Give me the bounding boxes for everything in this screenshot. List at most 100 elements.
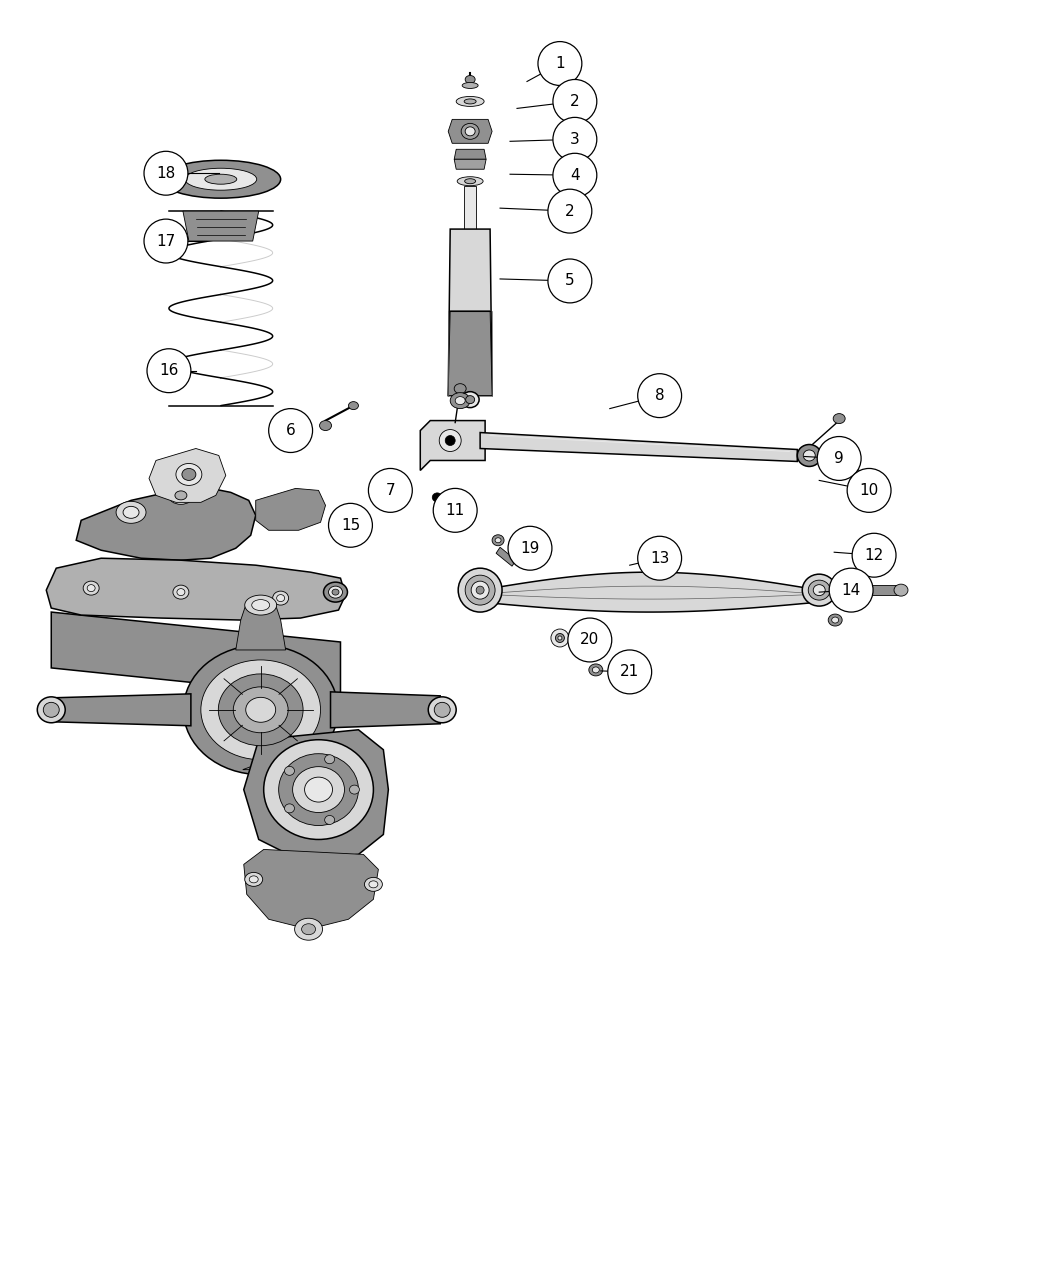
Ellipse shape bbox=[558, 636, 562, 640]
Ellipse shape bbox=[592, 667, 600, 673]
Ellipse shape bbox=[378, 474, 386, 482]
Ellipse shape bbox=[123, 506, 139, 519]
Text: 19: 19 bbox=[521, 541, 540, 556]
Ellipse shape bbox=[450, 393, 470, 408]
Ellipse shape bbox=[439, 430, 461, 451]
Ellipse shape bbox=[252, 599, 270, 611]
Ellipse shape bbox=[264, 740, 374, 839]
Circle shape bbox=[608, 650, 652, 694]
Ellipse shape bbox=[245, 595, 276, 615]
Text: 14: 14 bbox=[841, 583, 861, 598]
Ellipse shape bbox=[117, 501, 146, 523]
Polygon shape bbox=[51, 612, 340, 697]
Circle shape bbox=[147, 349, 191, 393]
Ellipse shape bbox=[551, 629, 569, 646]
Ellipse shape bbox=[185, 168, 256, 190]
Ellipse shape bbox=[324, 755, 335, 764]
Text: 16: 16 bbox=[160, 363, 178, 379]
Ellipse shape bbox=[218, 674, 303, 746]
Text: 2: 2 bbox=[570, 94, 580, 108]
Ellipse shape bbox=[461, 391, 479, 408]
Ellipse shape bbox=[465, 395, 475, 404]
Text: 20: 20 bbox=[581, 632, 600, 648]
Ellipse shape bbox=[464, 99, 476, 105]
Ellipse shape bbox=[245, 872, 262, 886]
Polygon shape bbox=[244, 729, 388, 859]
Circle shape bbox=[853, 533, 896, 578]
Ellipse shape bbox=[285, 766, 294, 775]
Text: 12: 12 bbox=[864, 548, 884, 562]
Polygon shape bbox=[256, 488, 326, 530]
Ellipse shape bbox=[465, 75, 476, 83]
Circle shape bbox=[269, 408, 313, 453]
Circle shape bbox=[830, 569, 874, 612]
Ellipse shape bbox=[278, 754, 358, 825]
Ellipse shape bbox=[456, 397, 465, 404]
Polygon shape bbox=[448, 230, 492, 395]
Ellipse shape bbox=[273, 592, 289, 606]
Polygon shape bbox=[832, 459, 879, 486]
Ellipse shape bbox=[455, 384, 466, 394]
Ellipse shape bbox=[168, 486, 193, 505]
Polygon shape bbox=[244, 849, 378, 929]
Polygon shape bbox=[46, 558, 345, 620]
Ellipse shape bbox=[332, 589, 339, 595]
Ellipse shape bbox=[201, 660, 320, 760]
Polygon shape bbox=[480, 432, 797, 462]
Circle shape bbox=[548, 259, 592, 303]
Polygon shape bbox=[849, 585, 901, 595]
Text: 1: 1 bbox=[555, 56, 565, 71]
Ellipse shape bbox=[364, 877, 382, 891]
Ellipse shape bbox=[329, 586, 342, 598]
Ellipse shape bbox=[555, 634, 565, 643]
Text: 7: 7 bbox=[385, 483, 395, 499]
Circle shape bbox=[637, 537, 681, 580]
Polygon shape bbox=[77, 488, 256, 560]
Ellipse shape bbox=[293, 766, 344, 812]
Ellipse shape bbox=[894, 584, 908, 597]
Ellipse shape bbox=[184, 645, 338, 775]
Ellipse shape bbox=[83, 581, 99, 595]
Ellipse shape bbox=[323, 583, 348, 602]
Ellipse shape bbox=[349, 402, 358, 409]
Ellipse shape bbox=[182, 468, 196, 481]
Polygon shape bbox=[448, 311, 492, 395]
Ellipse shape bbox=[176, 463, 202, 486]
Ellipse shape bbox=[233, 687, 288, 733]
Ellipse shape bbox=[87, 585, 96, 592]
Ellipse shape bbox=[797, 445, 821, 467]
Ellipse shape bbox=[471, 581, 489, 599]
Ellipse shape bbox=[465, 126, 476, 136]
Ellipse shape bbox=[276, 594, 285, 602]
Polygon shape bbox=[496, 547, 516, 566]
Ellipse shape bbox=[161, 161, 280, 198]
Ellipse shape bbox=[249, 876, 258, 882]
Ellipse shape bbox=[834, 413, 845, 423]
Text: 21: 21 bbox=[621, 664, 639, 680]
Circle shape bbox=[817, 436, 861, 481]
Circle shape bbox=[637, 374, 681, 418]
Text: 6: 6 bbox=[286, 423, 295, 439]
Ellipse shape bbox=[808, 580, 831, 601]
Polygon shape bbox=[480, 572, 819, 612]
Text: 13: 13 bbox=[650, 551, 669, 566]
Circle shape bbox=[553, 153, 596, 198]
Ellipse shape bbox=[802, 574, 836, 606]
Ellipse shape bbox=[461, 124, 479, 139]
Polygon shape bbox=[149, 449, 226, 502]
Polygon shape bbox=[273, 734, 349, 770]
Ellipse shape bbox=[285, 803, 294, 813]
Circle shape bbox=[538, 42, 582, 85]
Ellipse shape bbox=[828, 615, 842, 626]
Ellipse shape bbox=[319, 421, 332, 431]
Ellipse shape bbox=[43, 703, 59, 718]
Ellipse shape bbox=[803, 450, 815, 462]
Ellipse shape bbox=[589, 664, 603, 676]
Ellipse shape bbox=[492, 534, 504, 546]
Ellipse shape bbox=[832, 617, 839, 623]
Polygon shape bbox=[455, 149, 486, 159]
Ellipse shape bbox=[435, 703, 450, 718]
Polygon shape bbox=[331, 692, 440, 728]
Text: 8: 8 bbox=[655, 388, 665, 403]
Text: 5: 5 bbox=[565, 273, 574, 288]
